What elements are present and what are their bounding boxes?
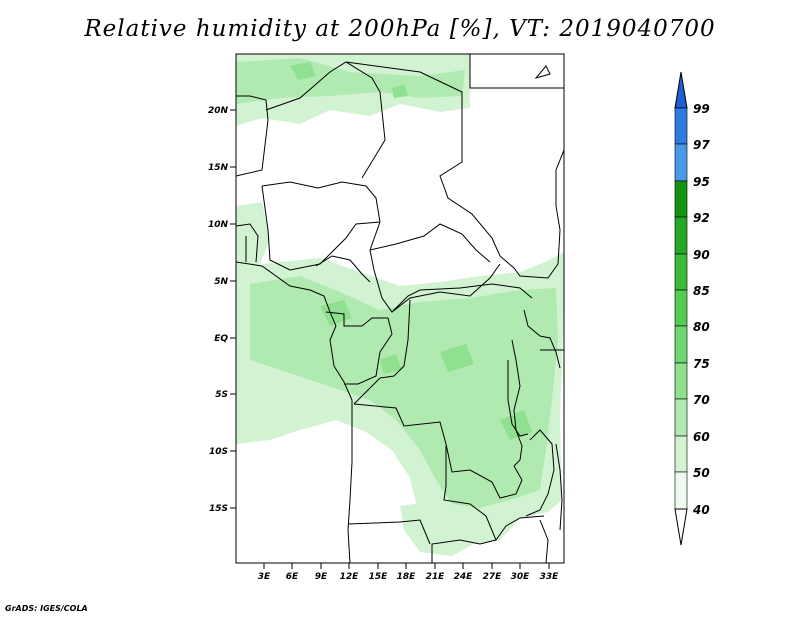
border-line — [353, 299, 411, 405]
border-line — [555, 443, 563, 531]
border-line — [315, 255, 371, 283]
colorbar-swatch — [674, 471, 688, 510]
humidity-region-west-strip — [236, 202, 270, 272]
lat-label: 5S — [215, 390, 228, 400]
colorbar-swatch — [674, 253, 688, 291]
lon-label: 21E — [426, 572, 446, 582]
border-line — [469, 54, 564, 89]
border-line — [236, 261, 353, 563]
lat-label: 5N — [214, 277, 228, 287]
border-line — [325, 311, 393, 385]
lat-label: 10S — [209, 447, 228, 457]
colorbar-swatch — [674, 362, 688, 400]
colorbar-label: 90 — [693, 248, 710, 262]
lon-label: 18E — [397, 572, 417, 582]
colorbar-swatch — [674, 107, 688, 145]
colorbar-top-arrow — [674, 71, 688, 109]
colorbar-label: 97 — [693, 138, 710, 152]
border-line — [525, 429, 555, 517]
colorbar-swatch — [674, 289, 688, 327]
humidity-shading — [236, 54, 564, 556]
lat-label: 15N — [208, 163, 229, 173]
colorbar-swatch — [674, 216, 688, 255]
border-line — [265, 61, 386, 179]
longitude-axis: 3E 6E 9E 12E 15E 18E 21E 24E 27E 30E 33E — [258, 563, 559, 582]
border-line — [369, 221, 501, 313]
border-line — [353, 403, 523, 499]
lon-label: 24E — [454, 572, 474, 582]
border-line — [439, 104, 564, 279]
colorbar: 99 97 95 92 90 85 80 75 70 60 50 40 — [674, 71, 710, 546]
lat-label: 10N — [208, 220, 229, 230]
colorbar-swatch — [674, 180, 688, 218]
colorbar-swatch — [674, 143, 688, 182]
border-line — [236, 223, 259, 263]
humidity-region-north-spot — [290, 62, 408, 98]
map-frame — [235, 53, 565, 564]
colorbar-label: 85 — [693, 284, 710, 298]
border-line — [495, 515, 545, 541]
colorbar-label: 70 — [693, 393, 710, 407]
border-line — [431, 446, 497, 563]
colorbar-bottom-arrow — [674, 508, 688, 546]
colorbar-swatch — [674, 325, 688, 364]
border-line — [511, 339, 523, 467]
latitude-axis: 20N 15N 10N 5N EQ 5S 10S 15S — [208, 106, 236, 514]
colorbar-label: 99 — [693, 102, 710, 116]
colorbar-label: 50 — [693, 466, 710, 480]
border-line — [345, 61, 463, 104]
lon-label: 15E — [369, 572, 389, 582]
lon-label: 6E — [286, 572, 299, 582]
colorbar-label: 80 — [693, 320, 710, 334]
lon-label: 3E — [258, 572, 271, 582]
border-line — [534, 65, 551, 79]
colorbar-label: 75 — [693, 357, 710, 371]
border-line — [347, 519, 431, 545]
colorbar-swatch — [674, 398, 688, 437]
border-line — [523, 309, 561, 369]
lat-label: 20N — [208, 106, 229, 116]
colorbar-label: 60 — [693, 430, 710, 444]
grads-credit: GrADS: IGES/COLA — [5, 604, 88, 613]
lat-label: 15S — [209, 504, 228, 514]
border-line — [261, 185, 381, 271]
lat-label: EQ — [214, 334, 228, 344]
lon-label: 27E — [483, 572, 503, 582]
lon-label: 33E — [540, 572, 560, 582]
border-line — [539, 519, 549, 563]
colorbar-label: 95 — [693, 175, 710, 189]
border-line — [507, 360, 529, 437]
lon-label: 30E — [511, 572, 531, 582]
chart-title: Relative humidity at 200hPa [%], VT: 201… — [84, 16, 716, 42]
border-line — [261, 181, 381, 223]
lon-label: 12E — [340, 572, 360, 582]
humidity-region-central-core — [250, 276, 558, 508]
colorbar-label: 40 — [692, 503, 710, 517]
border-line — [391, 283, 533, 313]
country-borders — [236, 54, 564, 563]
colorbar-label: 92 — [693, 211, 710, 225]
colorbar-swatch — [674, 435, 688, 473]
lon-label: 9E — [315, 572, 328, 582]
humidity-region-south — [400, 500, 480, 556]
border-line — [369, 223, 491, 263]
